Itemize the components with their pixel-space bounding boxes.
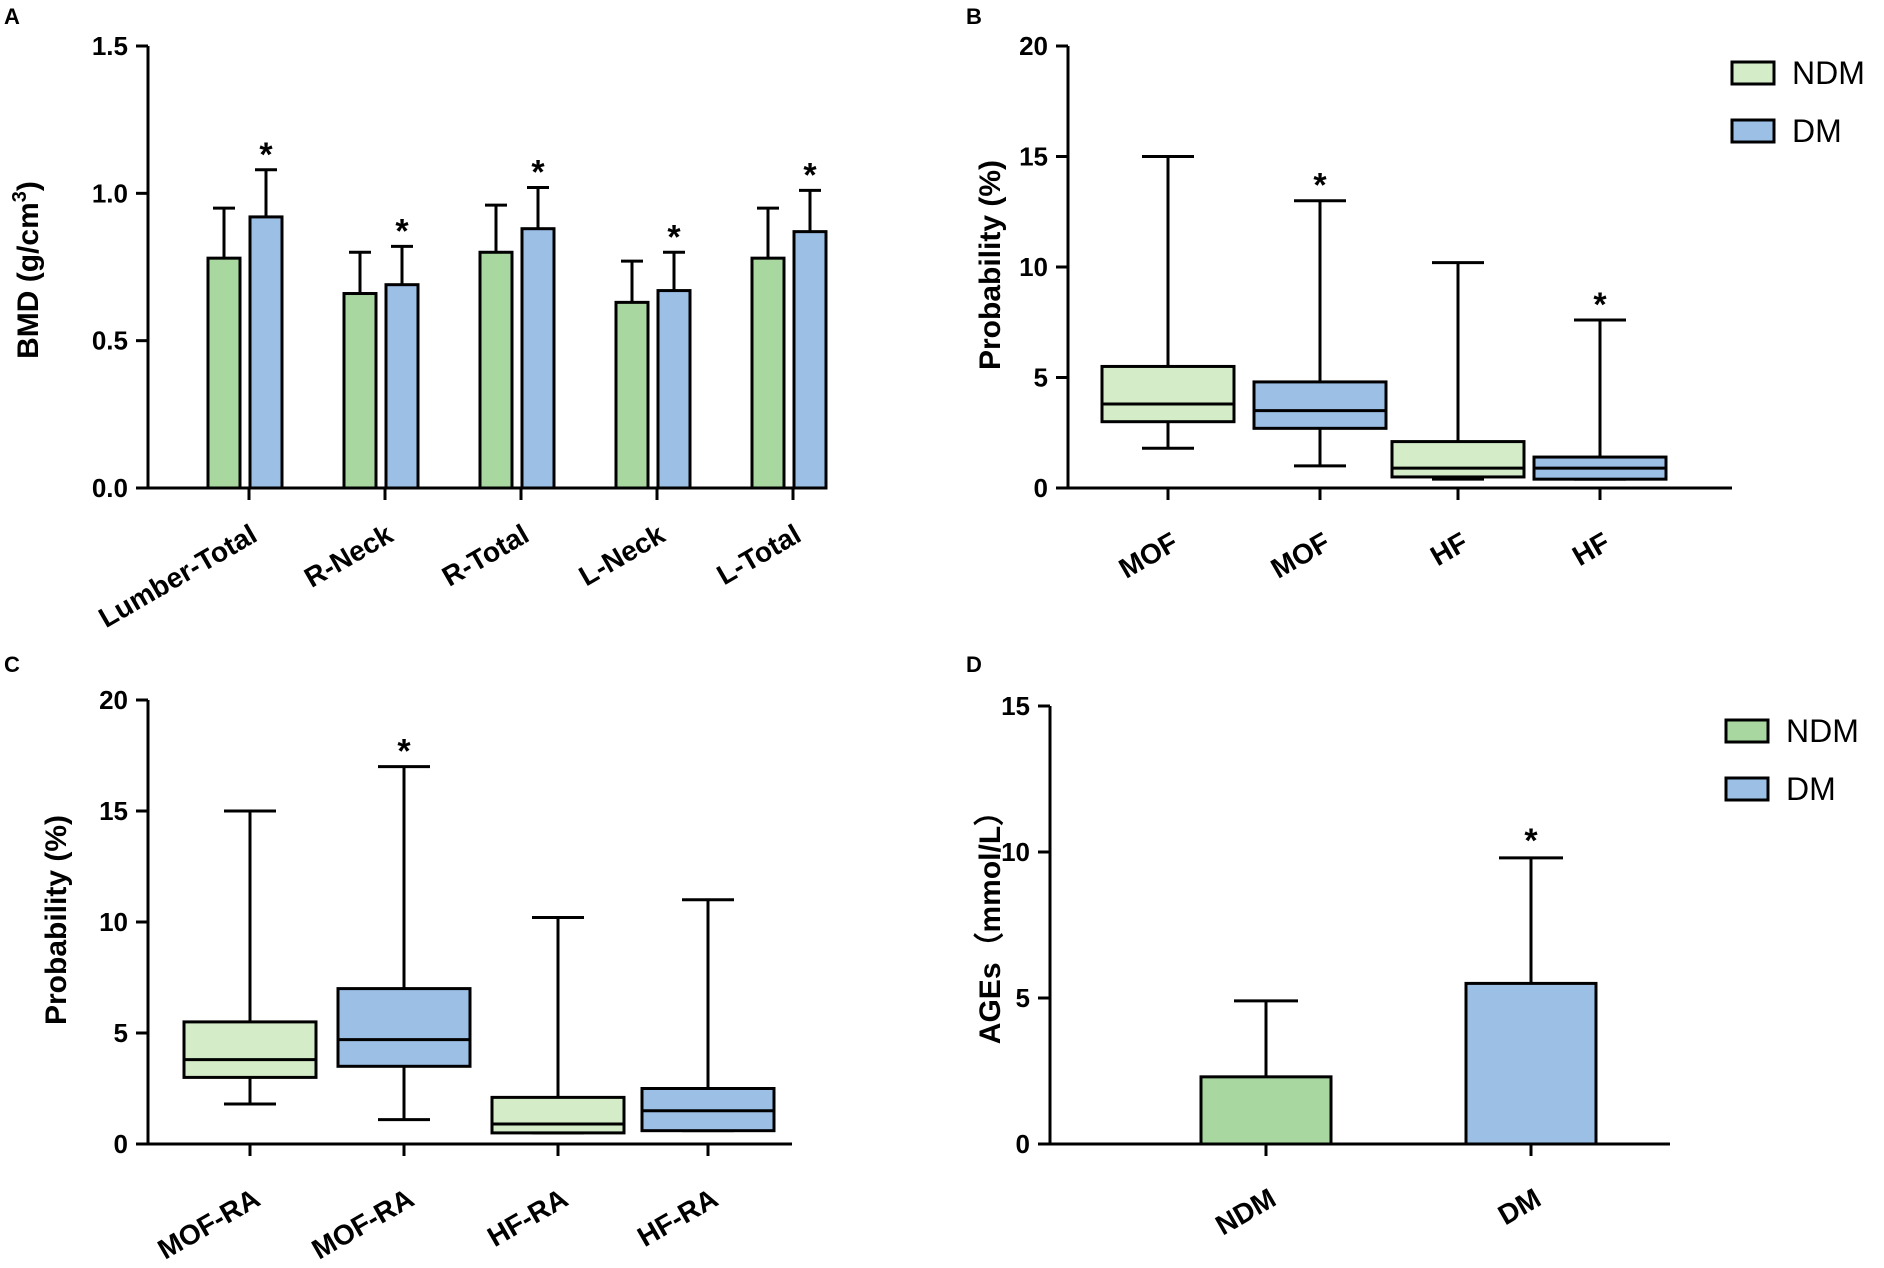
panel-c-x-tick-label: MOF-RA bbox=[307, 1182, 419, 1265]
panel-b-box-dm bbox=[1252, 380, 1388, 430]
panel-d-ylabel: AGEs（mmol/L） bbox=[973, 796, 1007, 1044]
panel-c-box-ndm bbox=[182, 1020, 318, 1079]
panel-d-bar-ndm bbox=[1199, 1075, 1333, 1146]
panel-d-letter: D bbox=[966, 652, 982, 677]
panel-a-x-tick-label: R-Neck bbox=[299, 518, 398, 593]
panel-a-letter: A bbox=[4, 4, 20, 29]
panel-c-significance-star: * bbox=[397, 733, 411, 771]
panel-b-y-tick-label: 15 bbox=[1019, 142, 1048, 172]
panel-c-x-tick-label: MOF-RA bbox=[153, 1182, 265, 1265]
panel-a-bar-dm bbox=[792, 230, 828, 490]
panel-a-bar-dm bbox=[656, 289, 692, 490]
panel-a-significance-star: * bbox=[667, 218, 681, 256]
panel-a-x-tick-label: L-Neck bbox=[574, 518, 671, 592]
panel-a-x-tick-label: Lumber-Total bbox=[93, 518, 262, 633]
panel-a-bar-ndm bbox=[478, 250, 514, 490]
panel-a-x-tick-label: R-Total bbox=[437, 518, 534, 592]
panel-a-bar-ndm bbox=[750, 256, 786, 490]
panel-a-y-tick-label: 0.5 bbox=[92, 326, 128, 356]
panel-b-y-tick-label: 0 bbox=[1034, 473, 1048, 503]
panel-d-legend-label-ndm: NDM bbox=[1786, 713, 1859, 749]
panel-d-legend-swatch-ndm bbox=[1724, 718, 1770, 744]
panel-b-legend-label-dm: DM bbox=[1792, 113, 1842, 149]
panel-b-box-ndm bbox=[1390, 440, 1526, 479]
panel-b-legend-swatch-ndm bbox=[1730, 60, 1776, 86]
panel-a-bar-dm bbox=[520, 227, 556, 490]
panel-c-y-tick-label: 5 bbox=[114, 1018, 128, 1048]
panel-b-significance-star: * bbox=[1313, 167, 1327, 205]
panel-a-bar-dm bbox=[248, 215, 284, 490]
panel-c-x-tick-label: HF-RA bbox=[482, 1182, 573, 1252]
panel-d-y-tick-label: 0 bbox=[1016, 1129, 1030, 1159]
panel-a-significance-star: * bbox=[803, 156, 817, 194]
panel-b-legend-swatch-dm bbox=[1730, 118, 1776, 144]
panel-c-y-tick-label: 0 bbox=[114, 1129, 128, 1159]
panel-b-y-tick-label: 20 bbox=[1019, 31, 1048, 61]
panel-d-y-tick-label: 15 bbox=[1001, 691, 1030, 721]
panel-c-x-tick-label: HF-RA bbox=[632, 1182, 723, 1252]
panel-b-x-tick-label: MOF bbox=[1266, 526, 1335, 584]
panel-b-ylabel: Probability (%) bbox=[974, 160, 1007, 370]
panel-b-y-tick-label: 5 bbox=[1034, 363, 1048, 393]
panel-a-significance-star: * bbox=[395, 212, 409, 250]
panel-c-y-tick-label: 15 bbox=[99, 796, 128, 826]
panel-b-y-tick-label: 10 bbox=[1019, 252, 1048, 282]
panel-a-ylabel: BMD (g/cm3) bbox=[9, 181, 45, 359]
panel-d-x-tick-label: NDM bbox=[1210, 1182, 1281, 1241]
panel-c: C Probability (%) 0 5 10 15 20 MOF-RA * MOF-RA H… bbox=[4, 652, 792, 1265]
panel-a-significance-star: * bbox=[259, 136, 273, 174]
panel-a-y-tick-label: 1.5 bbox=[92, 31, 128, 61]
panel-b-box-ndm bbox=[1100, 364, 1236, 424]
panel-a-y-tick-label: 0.0 bbox=[92, 473, 128, 503]
panel-b-x-tick-label: MOF bbox=[1114, 526, 1183, 584]
panel-c-ylabel: Probability (%) bbox=[40, 815, 73, 1025]
panel-a-bar-ndm bbox=[614, 300, 650, 490]
panel-a-y-tick-label: 1.0 bbox=[92, 178, 128, 208]
panel-d-legend-swatch-dm bbox=[1724, 776, 1770, 802]
panel-d-significance-star: * bbox=[1524, 822, 1538, 860]
panel-d-x-tick-label: DM bbox=[1493, 1182, 1546, 1231]
panel-b-x-tick-label: HF bbox=[1425, 526, 1473, 572]
panel-c-y-tick-label: 10 bbox=[99, 907, 128, 937]
panel-a-x-tick-label: L-Total bbox=[711, 518, 806, 590]
panel-b: B Probability (%) 0 5 10 15 20 MOF * MOF HF * HF ND… bbox=[966, 4, 1865, 584]
panel-a-bar-dm bbox=[384, 283, 420, 490]
panel-d-legend-label-dm: DM bbox=[1786, 771, 1836, 807]
panel-a-significance-star: * bbox=[531, 153, 545, 191]
panel-d-bar-dm bbox=[1464, 981, 1598, 1146]
panel-d-y-tick-label: 5 bbox=[1016, 983, 1030, 1013]
panel-b-significance-star: * bbox=[1593, 286, 1607, 324]
panel-b-legend-label-ndm: NDM bbox=[1792, 55, 1865, 91]
panel-c-letter: C bbox=[4, 652, 20, 677]
panel-d: D AGEs（mmol/L） 0 5 10 15 NDM * DM NDM DM bbox=[966, 652, 1859, 1241]
panel-c-box-ndm bbox=[490, 1095, 626, 1135]
panel-a-bar-ndm bbox=[206, 256, 242, 490]
panel-a: A BMD (g/cm3) 0.0 0.5 1.0 1.5 * Lumber-Total *… bbox=[4, 4, 828, 634]
panel-b-letter: B bbox=[966, 4, 982, 29]
panel-b-x-tick-label: HF bbox=[1567, 526, 1615, 572]
panel-c-y-tick-label: 20 bbox=[99, 685, 128, 715]
panel-d-y-tick-label: 10 bbox=[1001, 837, 1030, 867]
panel-a-bar-ndm bbox=[342, 292, 378, 490]
panel-c-box-dm bbox=[336, 987, 472, 1068]
